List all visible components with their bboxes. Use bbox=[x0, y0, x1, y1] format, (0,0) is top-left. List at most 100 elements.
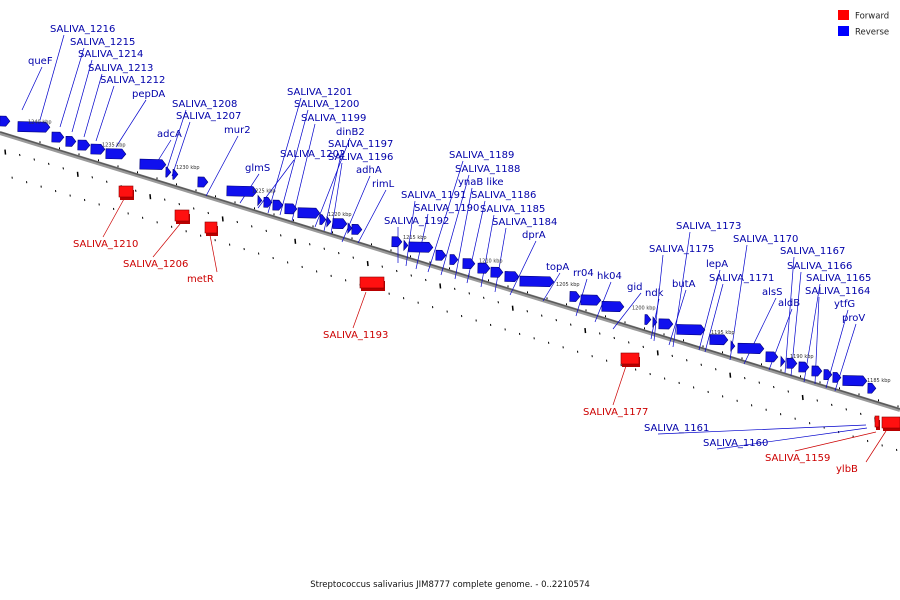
forward-leader-line bbox=[152, 223, 181, 258]
reverse-gene bbox=[709, 334, 729, 346]
tick-mark bbox=[381, 265, 383, 268]
reverse-leader-line bbox=[59, 47, 85, 128]
reverse-gene bbox=[165, 166, 172, 178]
tick-mark bbox=[425, 278, 427, 282]
reverse-gene-label: SALIVA_1208 bbox=[172, 99, 237, 110]
legend-forward-label: Forward bbox=[855, 12, 889, 22]
reverse-gene-label: ytfG bbox=[834, 299, 855, 310]
reverse-gene-shape bbox=[780, 355, 786, 368]
tick-mark bbox=[76, 171, 79, 177]
reverse-gene-shape bbox=[319, 214, 327, 225]
reverse-gene-label: aldB bbox=[778, 298, 800, 309]
reverse-gene-label: SALIVA_1213 bbox=[88, 63, 153, 74]
tick-mark bbox=[178, 202, 180, 206]
reverse-gene-label: SALIVA_1201 bbox=[287, 87, 352, 98]
reverse-leader-line bbox=[71, 59, 93, 133]
reverse-gene-label: mur2 bbox=[224, 125, 251, 136]
reverse-gene bbox=[601, 300, 625, 313]
reverse-gene bbox=[462, 258, 476, 269]
tick-marks bbox=[4, 141, 899, 451]
tick-mark bbox=[280, 234, 282, 237]
reverse-gene-shape bbox=[811, 365, 823, 377]
tick-mark bbox=[251, 225, 253, 228]
reverse-gene-label: ndk bbox=[645, 288, 664, 299]
tick-mark bbox=[671, 354, 673, 357]
reverse-gene-shape bbox=[403, 239, 409, 252]
reverse-gene-label: SALIVA_1192 bbox=[384, 216, 449, 227]
reverse-gene-label: SALIVA_1164 bbox=[805, 286, 870, 297]
reverse-gene-shape bbox=[569, 291, 581, 302]
tick-mark bbox=[541, 314, 543, 317]
reverse-gene-shape bbox=[297, 207, 321, 219]
tick-mark bbox=[845, 408, 847, 411]
reverse-gene bbox=[811, 365, 823, 377]
reverse-gene bbox=[297, 207, 321, 219]
kbp-tick-label: 1190 kbp bbox=[790, 354, 814, 360]
reverse-gene-shape bbox=[730, 340, 736, 352]
reverse-gene-shape bbox=[139, 158, 167, 170]
reverse-gene-label: glmS bbox=[245, 163, 270, 174]
tick-mark bbox=[729, 372, 732, 378]
reverse-gene bbox=[780, 355, 786, 368]
forward-gene bbox=[359, 276, 385, 291]
reverse-gene-label: SALIVA_1199 bbox=[301, 113, 366, 124]
forward-gene bbox=[881, 416, 900, 431]
reverse-gene-label: SALIVA_1161 bbox=[644, 423, 709, 434]
reverse-gene-shape bbox=[197, 176, 209, 188]
tick-mark bbox=[744, 377, 746, 380]
map-caption: Streptococcus salivarius JIM8777 complet… bbox=[310, 580, 590, 590]
reverse-gene bbox=[347, 222, 353, 234]
kbp-tick-label: 1240 kbp bbox=[28, 120, 52, 126]
tick-mark bbox=[149, 194, 152, 200]
tick-mark bbox=[715, 368, 717, 371]
reverse-leader-line bbox=[291, 123, 316, 222]
legend: Forward Reverse bbox=[838, 10, 889, 38]
reverse-gene bbox=[765, 351, 779, 363]
tick-mark bbox=[19, 153, 21, 157]
kbp-tick-label: 1205 kbp bbox=[556, 282, 580, 288]
reverse-leader-line bbox=[612, 292, 642, 330]
reverse-gene-label: SALIVA_1186 bbox=[471, 190, 536, 201]
reverse-gene bbox=[272, 199, 284, 211]
reverse-gene-shape bbox=[652, 316, 658, 328]
reverse-gene-shape bbox=[786, 357, 798, 369]
tick-mark bbox=[62, 167, 64, 170]
reverse-leader-line bbox=[716, 427, 868, 450]
reverse-gene-label: adhA bbox=[356, 165, 382, 176]
reverse-gene-shape bbox=[351, 224, 363, 235]
reverse-gene-label: dprA bbox=[522, 230, 546, 241]
tick-mark bbox=[468, 292, 470, 295]
tick-mark bbox=[164, 198, 166, 201]
reverse-gene bbox=[65, 136, 77, 147]
forward-gene-shape bbox=[204, 221, 218, 234]
forward-leader-line bbox=[794, 431, 877, 452]
reverse-gene-label: gid bbox=[627, 282, 642, 293]
reverse-leader-line bbox=[653, 254, 664, 342]
gene-features bbox=[0, 115, 900, 431]
legend-forward-swatch bbox=[838, 10, 849, 20]
reverse-gene bbox=[90, 143, 106, 155]
reverse-gene-shape bbox=[332, 218, 348, 230]
reverse-gene-label: SALIVA_1170 bbox=[733, 234, 798, 245]
tick-mark bbox=[207, 211, 209, 215]
reverse-gene-shape bbox=[490, 266, 504, 278]
reverse-gene-shape bbox=[65, 136, 77, 147]
reverse-leader-line bbox=[205, 135, 239, 197]
reverse-gene bbox=[351, 224, 363, 235]
forward-gene bbox=[118, 185, 134, 200]
reverse-leader-line bbox=[657, 424, 867, 435]
reverse-gene bbox=[449, 254, 459, 265]
reverse-leader-line bbox=[279, 109, 309, 216]
reverse-gene-shape bbox=[519, 275, 555, 288]
reverse-gene-shape bbox=[17, 121, 51, 133]
reverse-gene bbox=[580, 294, 602, 306]
reverse-gene-shape bbox=[347, 222, 353, 234]
reverse-leader-line bbox=[427, 160, 464, 273]
reverse-gene-label: alsS bbox=[762, 287, 782, 298]
reverse-gene-label: SALIVA_1190 bbox=[414, 203, 479, 214]
tick-mark bbox=[33, 158, 35, 161]
reverse-leader-line bbox=[21, 66, 43, 111]
reverse-leader-line bbox=[698, 269, 721, 351]
kbp-tick-label: 1195 kbp bbox=[711, 330, 735, 336]
